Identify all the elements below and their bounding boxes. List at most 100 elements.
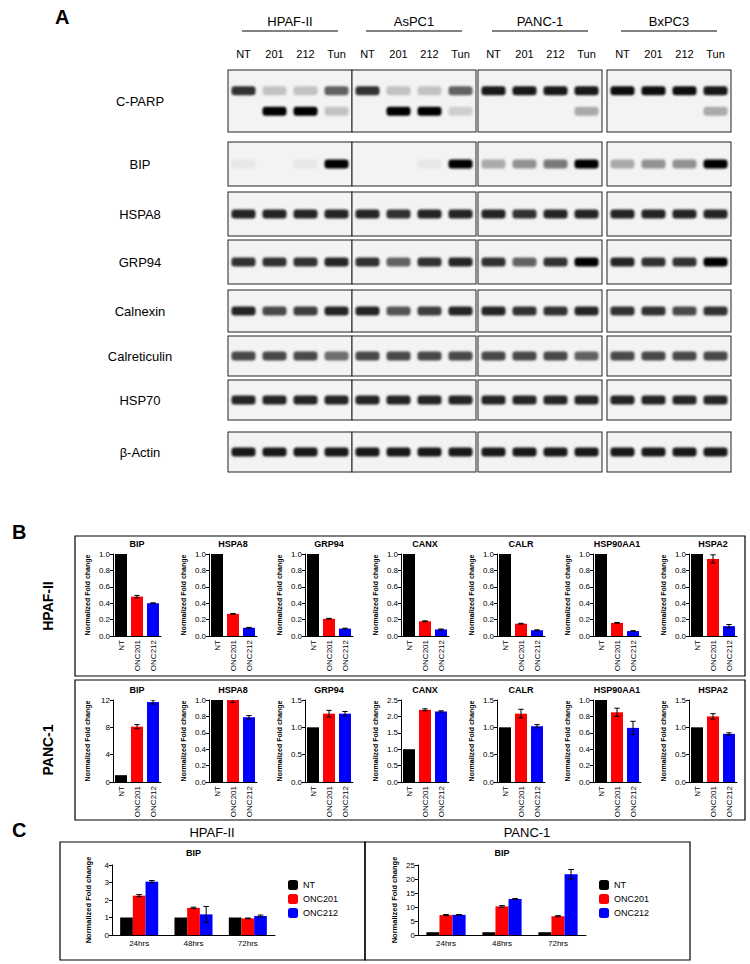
- svg-text:HSP90AA1: HSP90AA1: [594, 539, 641, 549]
- svg-text:Normalized Fold change: Normalized Fold change: [468, 700, 476, 781]
- svg-text:PANC-1: PANC-1: [517, 14, 564, 29]
- svg-text:0.6: 0.6: [579, 728, 591, 737]
- svg-text:0.8: 0.8: [99, 566, 111, 575]
- svg-text:0: 0: [105, 931, 110, 940]
- svg-text:1.5: 1.5: [387, 728, 399, 737]
- svg-text:Normalized Fold change: Normalized Fold change: [564, 554, 572, 635]
- svg-text:Normalized Fold change: Normalized Fold change: [84, 857, 93, 944]
- svg-text:201: 201: [515, 48, 533, 60]
- svg-text:NT: NT: [693, 786, 702, 797]
- svg-text:0.0: 0.0: [483, 778, 495, 787]
- svg-text:Calnexin: Calnexin: [115, 304, 166, 319]
- svg-text:0.6: 0.6: [99, 582, 111, 591]
- svg-text:NT: NT: [614, 880, 626, 890]
- svg-text:Normalized Fold change: Normalized Fold change: [660, 554, 668, 635]
- svg-text:0.4: 0.4: [675, 599, 687, 608]
- svg-text:0.8: 0.8: [195, 712, 207, 721]
- svg-text:2: 2: [105, 896, 110, 905]
- svg-text:1.0: 1.0: [483, 550, 495, 559]
- svg-text:CANX: CANX: [412, 539, 438, 549]
- svg-text:0.0: 0.0: [195, 632, 207, 641]
- svg-text:NT: NT: [405, 640, 414, 651]
- svg-text:0.4: 0.4: [579, 599, 591, 608]
- svg-text:0.5: 0.5: [291, 750, 303, 759]
- svg-text:Normalized Fold change: Normalized Fold change: [660, 700, 668, 781]
- svg-text:4: 4: [106, 750, 111, 759]
- svg-text:0.6: 0.6: [579, 582, 591, 591]
- svg-text:0.0: 0.0: [483, 632, 495, 641]
- svg-text:ONC201: ONC201: [421, 639, 430, 671]
- svg-text:NT: NT: [117, 640, 126, 651]
- svg-text:NT: NT: [501, 786, 510, 797]
- svg-text:0.4: 0.4: [387, 599, 399, 608]
- svg-text:3: 3: [105, 878, 110, 887]
- svg-text:0.2: 0.2: [483, 615, 495, 624]
- svg-text:HSP70: HSP70: [119, 393, 160, 408]
- svg-text:PANC-1: PANC-1: [40, 724, 56, 775]
- svg-text:β-Actin: β-Actin: [120, 445, 161, 460]
- svg-text:201: 201: [265, 48, 283, 60]
- svg-text:BIP: BIP: [129, 685, 144, 695]
- svg-text:Normalized Fold change: Normalized Fold change: [372, 554, 380, 635]
- svg-text:NT: NT: [615, 48, 630, 60]
- svg-text:0.8: 0.8: [675, 566, 687, 575]
- svg-text:Normalized Fold change: Normalized Fold change: [84, 700, 92, 781]
- svg-text:NT: NT: [309, 640, 318, 651]
- svg-text:ONC212: ONC212: [149, 639, 158, 671]
- svg-text:Tun: Tun: [577, 48, 596, 60]
- svg-text:BIP: BIP: [130, 157, 151, 172]
- svg-text:0.6: 0.6: [387, 582, 399, 591]
- svg-text:Tun: Tun: [706, 48, 725, 60]
- svg-text:ONC212: ONC212: [303, 908, 338, 918]
- svg-text:NT: NT: [309, 786, 318, 797]
- svg-text:ONC212: ONC212: [629, 785, 638, 817]
- svg-text:0.5: 0.5: [387, 761, 399, 770]
- svg-text:BxPC3: BxPC3: [649, 14, 689, 29]
- svg-text:0.5: 0.5: [675, 750, 687, 759]
- svg-text:ONC212: ONC212: [725, 639, 734, 671]
- svg-text:0.2: 0.2: [99, 615, 111, 624]
- svg-text:HPAF-II: HPAF-II: [189, 825, 234, 840]
- svg-text:1.0: 1.0: [195, 696, 207, 705]
- svg-text:PANC-1: PANC-1: [504, 825, 551, 840]
- svg-text:Normalized Fold change: Normalized Fold change: [276, 554, 284, 635]
- svg-text:NT: NT: [693, 640, 702, 651]
- svg-text:201: 201: [389, 48, 407, 60]
- svg-text:1.0: 1.0: [675, 723, 687, 732]
- svg-text:NT: NT: [597, 786, 606, 797]
- svg-text:0.0: 0.0: [579, 778, 591, 787]
- svg-text:ONC212: ONC212: [629, 639, 638, 671]
- svg-text:1.0: 1.0: [483, 723, 495, 732]
- svg-text:0.4: 0.4: [291, 599, 303, 608]
- svg-text:ONC212: ONC212: [245, 639, 254, 671]
- svg-text:HSPA2: HSPA2: [698, 685, 727, 695]
- svg-text:HPAF-II: HPAF-II: [267, 14, 312, 29]
- svg-text:0.8: 0.8: [387, 566, 399, 575]
- svg-text:HSP90AA1: HSP90AA1: [594, 685, 641, 695]
- svg-text:ONC212: ONC212: [245, 785, 254, 817]
- svg-text:Normalized Fold change: Normalized Fold change: [468, 554, 476, 635]
- svg-text:Normalized Fold change: Normalized Fold change: [180, 700, 188, 781]
- svg-text:0.6: 0.6: [675, 582, 687, 591]
- svg-text:10: 10: [406, 903, 415, 912]
- svg-text:0.2: 0.2: [195, 761, 207, 770]
- svg-text:NT: NT: [117, 786, 126, 797]
- svg-text:1.0: 1.0: [675, 550, 687, 559]
- svg-text:Normalized Fold change: Normalized Fold change: [276, 700, 284, 781]
- svg-text:0.6: 0.6: [291, 582, 303, 591]
- svg-text:5: 5: [411, 917, 416, 926]
- svg-text:NT: NT: [303, 880, 315, 890]
- svg-text:2.5: 2.5: [387, 696, 399, 705]
- svg-text:ONC201: ONC201: [614, 894, 649, 904]
- svg-text:ONC201: ONC201: [325, 639, 334, 671]
- svg-text:Normalized Fold change: Normalized Fold change: [84, 554, 92, 635]
- svg-text:24hrs: 24hrs: [129, 939, 149, 948]
- svg-text:ONC201: ONC201: [133, 785, 142, 817]
- svg-text:ONC201: ONC201: [613, 785, 622, 817]
- svg-text:12: 12: [101, 696, 110, 705]
- svg-text:0.2: 0.2: [291, 615, 303, 624]
- svg-text:0.8: 0.8: [483, 566, 495, 575]
- svg-text:212: 212: [296, 48, 314, 60]
- svg-text:1.0: 1.0: [579, 550, 591, 559]
- svg-text:0.0: 0.0: [195, 778, 207, 787]
